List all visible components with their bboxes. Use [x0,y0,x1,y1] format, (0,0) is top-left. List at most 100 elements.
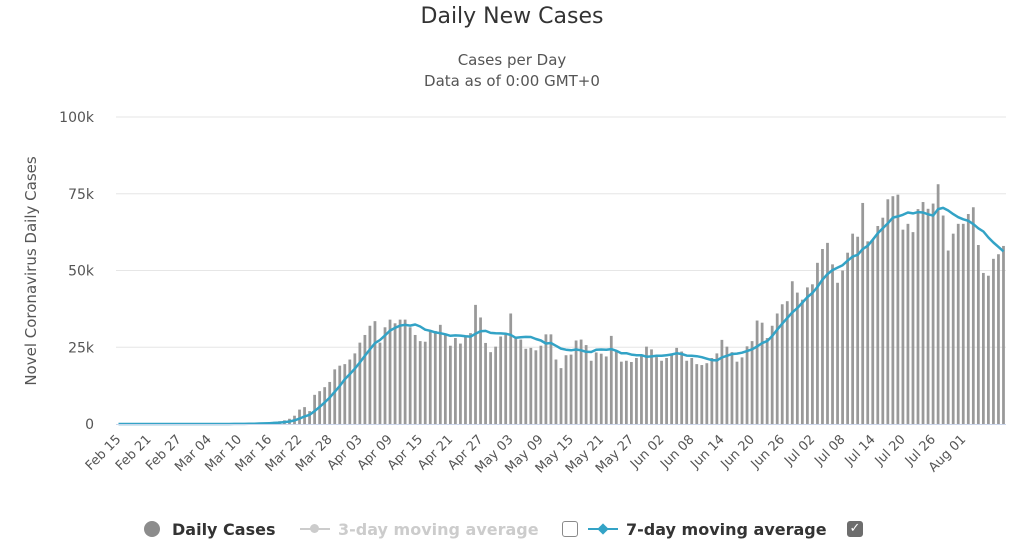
bar[interactable] [650,349,653,424]
bar[interactable] [484,342,487,424]
legend-item-7-day-average[interactable]: 7-day moving average [588,516,827,542]
bar[interactable] [660,360,663,424]
bar[interactable] [770,325,774,424]
bar[interactable] [806,287,809,424]
bar[interactable] [831,264,834,424]
bar[interactable] [438,324,442,424]
bar[interactable] [529,347,533,424]
bar[interactable] [816,262,819,424]
bar[interactable] [690,357,694,424]
bar[interactable] [941,215,945,424]
bar[interactable] [448,345,452,424]
bar[interactable] [765,338,769,424]
bar[interactable] [992,258,995,424]
bar[interactable] [866,241,870,424]
bar[interactable] [333,369,337,424]
bar[interactable] [795,292,799,424]
bar[interactable] [619,361,623,424]
bar[interactable] [811,284,814,424]
bar[interactable] [599,353,603,424]
legend-item-3-day-average[interactable]: 3-day moving average [300,516,539,542]
bar[interactable] [418,341,422,424]
bar[interactable] [896,194,900,424]
bar[interactable] [363,334,367,424]
checkbox-7-day-average[interactable]: ✓ [847,521,863,537]
bar[interactable] [459,343,462,424]
bar[interactable] [755,320,759,424]
bar[interactable] [343,364,347,424]
bar[interactable] [695,364,699,424]
bar[interactable] [876,225,880,424]
legend-item-daily-cases[interactable]: Daily Cases [144,516,275,542]
bar[interactable] [745,346,749,424]
bar[interactable] [524,348,528,424]
bar[interactable] [997,254,1000,424]
bar[interactable] [428,331,432,424]
bar[interactable] [700,365,704,424]
bar[interactable] [705,363,709,424]
bar[interactable] [966,214,970,424]
bar[interactable] [645,346,648,424]
bar[interactable] [675,347,679,424]
bar[interactable] [323,387,327,424]
bar[interactable] [443,334,447,424]
bar[interactable] [298,409,301,424]
bar[interactable] [901,229,905,424]
bar[interactable] [821,249,824,424]
bar[interactable] [338,365,342,424]
bar[interactable] [589,360,593,424]
bar[interactable] [328,381,332,424]
bar[interactable] [951,233,955,424]
bar[interactable] [479,317,482,424]
bar[interactable] [423,341,427,424]
bar[interactable] [836,282,839,424]
bar[interactable] [740,357,744,424]
bar[interactable] [800,299,804,424]
bar[interactable] [981,272,985,424]
bar[interactable] [790,281,794,424]
bar[interactable] [926,208,930,424]
bar[interactable] [710,357,714,424]
bar[interactable] [886,199,890,424]
bar[interactable] [680,351,684,424]
bar[interactable] [358,342,362,424]
bar[interactable] [871,239,875,424]
bar[interactable] [539,345,543,424]
bar[interactable] [725,346,729,424]
bar[interactable] [353,353,357,424]
bar[interactable] [549,334,553,424]
bar[interactable] [846,252,849,424]
bar[interactable] [735,361,739,424]
bar[interactable] [368,325,372,424]
bar[interactable] [931,203,935,424]
bar[interactable] [373,321,377,424]
bar[interactable] [454,338,457,424]
bar[interactable] [308,411,311,424]
bar[interactable] [474,304,477,424]
bar[interactable] [403,319,407,424]
bar[interactable] [971,207,975,424]
bar[interactable] [504,334,508,424]
bar[interactable] [921,202,925,424]
bar[interactable] [785,301,789,424]
bar[interactable] [856,236,860,424]
bar[interactable] [378,342,382,424]
bar[interactable] [464,336,467,424]
bar[interactable] [574,340,578,424]
bar[interactable] [514,338,518,424]
bar[interactable] [630,361,633,424]
bar[interactable] [594,352,598,424]
bar[interactable] [640,356,643,424]
bar[interactable] [604,356,608,424]
bar[interactable] [987,275,990,424]
bar[interactable] [559,368,563,424]
bar[interactable] [614,351,618,424]
bar[interactable] [433,330,437,424]
bar[interactable] [313,394,316,424]
bar[interactable] [956,223,960,424]
bar[interactable] [861,202,865,424]
bar[interactable] [393,323,397,424]
bar[interactable] [881,217,885,424]
bar[interactable] [635,357,638,424]
bar[interactable] [494,346,498,424]
